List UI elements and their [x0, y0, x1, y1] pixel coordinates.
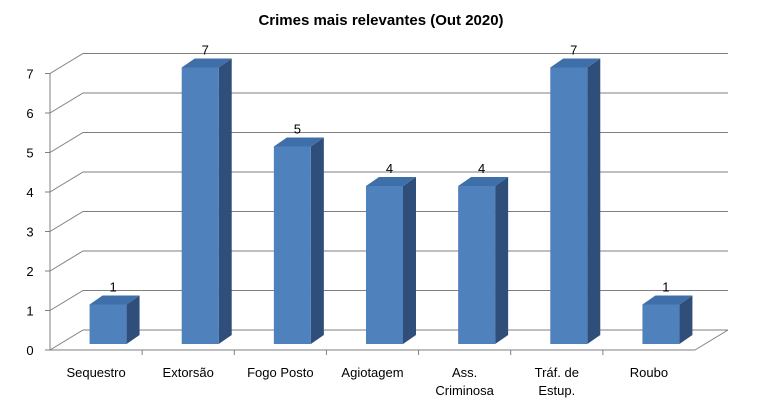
gridline: [49, 329, 728, 351]
gridline: [49, 290, 728, 311]
bar: [273, 137, 324, 344]
data-label: 1: [109, 280, 116, 295]
x-category-label-line: Criminosa: [435, 383, 494, 398]
bar: [550, 58, 601, 344]
bar-side: [310, 137, 324, 344]
x-category-label: Agiotagem: [341, 365, 403, 380]
x-category-label: Extorsão: [163, 365, 214, 380]
y-tick-label: 2: [26, 264, 33, 279]
bar-front: [273, 146, 311, 344]
bar-side: [218, 58, 232, 344]
y-tick-label: 7: [26, 67, 33, 82]
bar-top: [366, 177, 416, 186]
x-category-label: Ass. Criminosa: [435, 365, 494, 398]
y-tick-label: 0: [26, 343, 33, 358]
bar-side: [679, 295, 693, 344]
bar-top: [181, 58, 232, 68]
bar-front: [550, 67, 588, 344]
bar-top: [273, 137, 324, 147]
bar: [181, 58, 232, 344]
x-category-label-line: Ass.: [452, 365, 477, 380]
y-tick-label: 3: [26, 225, 33, 240]
bar-front: [458, 186, 496, 344]
data-label: 7: [570, 43, 577, 58]
floor-right-edge: [694, 329, 729, 351]
bar-top: [642, 295, 693, 305]
y-tick-label: 6: [26, 106, 33, 121]
gridline: [49, 92, 728, 114]
gridline: [49, 132, 728, 153]
bar: [642, 295, 693, 344]
data-label: 1: [662, 280, 669, 295]
y-tick-label: 1: [26, 304, 33, 319]
bar: [366, 177, 416, 344]
bar: [89, 295, 140, 344]
gridline: [49, 171, 728, 193]
x-category-label-line: Extorsão: [163, 365, 214, 380]
x-category-label-line: Tráf. de: [535, 365, 579, 380]
y-tick-label: 5: [26, 146, 33, 161]
x-category-label-line: Fogo Posto: [247, 365, 314, 380]
gridline: [49, 250, 728, 272]
x-category-label-line: Agiotagem: [341, 365, 403, 380]
bar-top: [550, 58, 601, 68]
data-label: 4: [478, 161, 485, 176]
axes: [49, 73, 729, 355]
gridline: [49, 53, 728, 74]
bar-front: [366, 186, 403, 344]
data-label: 7: [202, 43, 209, 58]
bar-side: [403, 177, 416, 344]
data-labels: 1 7 5 4 4 7 1: [109, 43, 669, 295]
x-category-label: Fogo Posto: [247, 365, 314, 380]
bar-side: [126, 295, 140, 344]
bar-side: [587, 58, 601, 344]
chart-title: Crimes mais relevantes (Out 2020): [258, 12, 503, 29]
bars: [89, 58, 693, 344]
x-category-labels: Sequestro Extorsão Fogo Posto Agiotagem Ass.…: [66, 365, 668, 398]
gridline: [49, 211, 728, 232]
bar-front: [89, 304, 127, 344]
bar: [458, 177, 509, 344]
bar-top: [458, 177, 509, 186]
gridlines: [49, 53, 728, 351]
y-tick-label: 4: [26, 185, 33, 200]
bar-front: [642, 304, 680, 344]
x-category-label: Roubo: [630, 365, 668, 380]
y-tick-labels: 0 1 2 3 4 5 6 7: [26, 67, 50, 358]
x-category-label: Sequestro: [66, 365, 125, 380]
bar-front: [181, 67, 219, 344]
x-category-label: Tráf. de Estup.: [535, 365, 579, 398]
data-label: 5: [294, 122, 301, 137]
x-category-label-line: Estup.: [538, 383, 575, 398]
bar-top: [89, 295, 140, 305]
bar-side: [495, 177, 509, 344]
x-category-label-line: Roubo: [630, 365, 668, 380]
x-category-label-line: Sequestro: [66, 365, 125, 380]
data-label: 4: [386, 161, 393, 176]
